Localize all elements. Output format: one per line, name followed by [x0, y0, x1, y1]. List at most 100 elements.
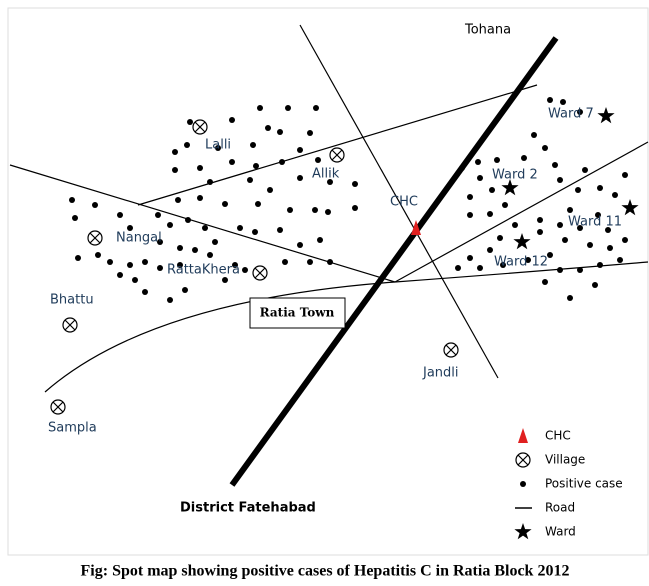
- case-dot: [222, 201, 228, 207]
- case-dot: [617, 257, 623, 263]
- place-label: Jandli: [422, 366, 459, 381]
- case-dot: [265, 125, 271, 131]
- case-dot: [250, 142, 256, 148]
- place-label: Ward 2: [492, 168, 538, 183]
- legend-label: Ward: [545, 525, 576, 539]
- chc-triangle: [518, 428, 528, 443]
- case-dot: [560, 99, 566, 105]
- case-dot: [512, 222, 518, 228]
- caption: Fig: Spot map showing positive cases of …: [81, 563, 570, 580]
- case-dots: [69, 97, 628, 303]
- case-dot: [352, 181, 358, 187]
- village-cross: [52, 401, 64, 413]
- case-dot: [352, 205, 358, 211]
- town-box: [249, 297, 346, 329]
- place-label: Lalli: [205, 138, 231, 153]
- case-dot: [155, 212, 161, 218]
- village-cross: [331, 149, 343, 161]
- case-dot: [325, 209, 331, 215]
- case-dot: [127, 262, 133, 268]
- case-dot: [197, 165, 203, 171]
- case-dot: [597, 262, 603, 268]
- case-dot: [177, 262, 183, 268]
- legend-label: Village: [545, 453, 585, 467]
- case-dot: [497, 235, 503, 241]
- case-dot: [215, 145, 221, 151]
- case-dot: [552, 162, 558, 168]
- place-label: Ward 12: [494, 255, 548, 270]
- case-dot: [285, 105, 291, 111]
- case-dot: [477, 265, 483, 271]
- case-dot: [297, 175, 303, 181]
- case-dot: [127, 225, 133, 231]
- case-dot: [313, 105, 319, 111]
- case-dot: [502, 202, 508, 208]
- place-label: Tohana: [464, 23, 511, 38]
- ward-star: [501, 179, 519, 196]
- case-dot: [612, 192, 618, 198]
- road: [137, 84, 538, 206]
- case-dot: [467, 255, 473, 261]
- case-dot: [255, 201, 261, 207]
- case-dot: [187, 119, 193, 125]
- village-symbol: [87, 230, 103, 246]
- case-dot: [192, 247, 198, 253]
- road: [394, 141, 649, 283]
- case-dot: [202, 225, 208, 231]
- case-dot: [117, 212, 123, 218]
- case-dot: [595, 212, 601, 218]
- village-cross: [64, 319, 76, 331]
- case-dot: [577, 225, 583, 231]
- case-dot: [207, 252, 213, 258]
- case-dot: [92, 202, 98, 208]
- case-dot: [582, 167, 588, 173]
- ward-star: [514, 523, 532, 540]
- case-dot: [229, 159, 235, 165]
- place-label: Bhattu: [50, 293, 94, 308]
- case-dot: [282, 259, 288, 265]
- case-dot: [277, 227, 283, 233]
- village-symbol: [252, 265, 268, 281]
- roads: [9, 24, 649, 487]
- case-dot: [607, 245, 613, 251]
- highway: [229, 36, 559, 487]
- case-dot: [537, 229, 543, 235]
- case-dot: [577, 109, 583, 115]
- case-dot: [477, 175, 483, 181]
- case-dot: [587, 242, 593, 248]
- village-cross: [517, 454, 529, 466]
- map-frame: [7, 7, 649, 556]
- place-label: Ward 7: [548, 107, 594, 122]
- case-dot: [327, 179, 333, 185]
- case-dot: [592, 282, 598, 288]
- village-cross: [89, 232, 101, 244]
- legend-dot: [520, 481, 526, 487]
- ward-star: [621, 199, 639, 216]
- place-label: CHC: [390, 195, 418, 210]
- case-dot: [562, 237, 568, 243]
- case-dot: [237, 225, 243, 231]
- case-dot: [547, 252, 553, 258]
- case-dot: [525, 257, 531, 263]
- case-dot: [142, 289, 148, 295]
- case-dot: [500, 262, 506, 268]
- case-dot: [542, 279, 548, 285]
- village-symbol: [50, 399, 66, 415]
- case-dot: [547, 97, 553, 103]
- case-dot: [327, 259, 333, 265]
- case-dot: [222, 277, 228, 283]
- symbols: [50, 107, 639, 540]
- case-dot: [75, 255, 81, 261]
- case-dot: [182, 287, 188, 293]
- case-dot: [177, 245, 183, 251]
- case-dot: [242, 267, 248, 273]
- case-dot: [157, 265, 163, 271]
- case-dot: [307, 130, 313, 136]
- case-dot: [567, 207, 573, 213]
- case-dot: [622, 237, 628, 243]
- case-dot: [132, 277, 138, 283]
- case-dot: [312, 207, 318, 213]
- case-dot: [494, 157, 500, 163]
- case-dot: [622, 172, 628, 178]
- case-dot: [597, 185, 603, 191]
